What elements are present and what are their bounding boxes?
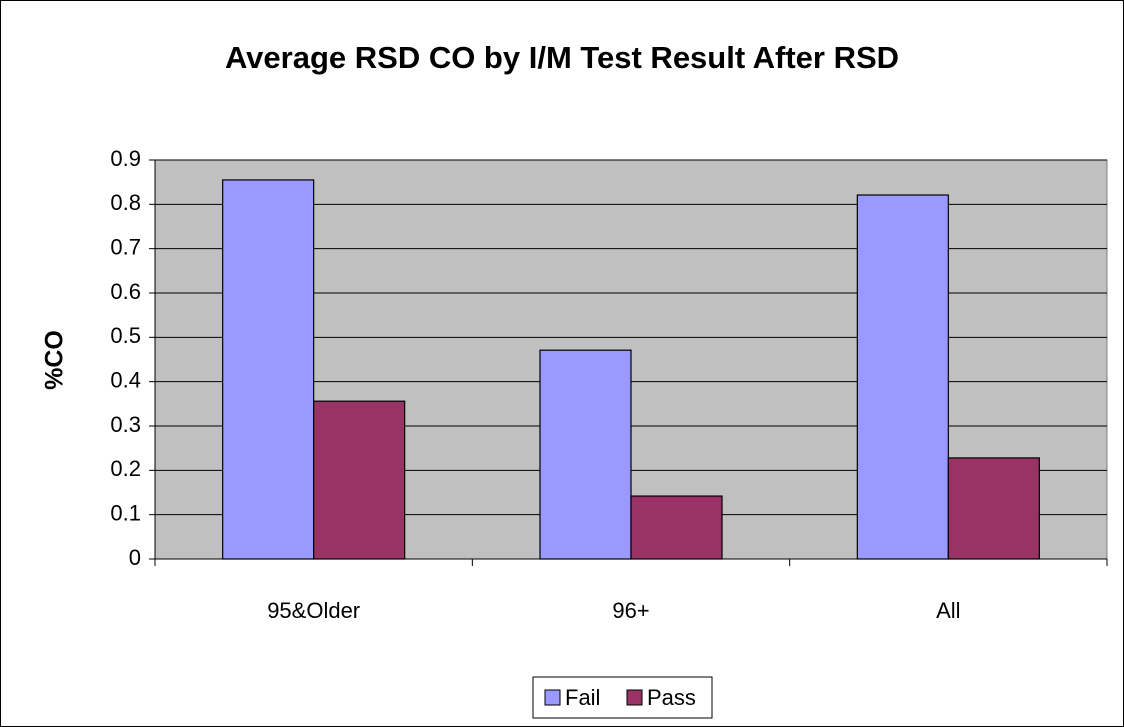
y-tick-label: 0.3	[110, 412, 141, 437]
legend-swatch	[544, 689, 561, 706]
y-tick-label: 0.6	[110, 279, 141, 304]
y-axis-label: %CO	[41, 330, 69, 390]
bar	[856, 194, 949, 560]
legend-box	[532, 676, 713, 719]
x-tick-label: 96+	[612, 598, 649, 623]
legend-swatch	[626, 689, 643, 706]
bar	[947, 457, 1040, 560]
x-tick-label: 95&Older	[267, 598, 360, 623]
bar	[222, 179, 315, 560]
bar	[539, 349, 632, 560]
chart-title: Average RSD CO by I/M Test Result After …	[225, 40, 899, 75]
y-tick-label: 0.2	[110, 456, 141, 481]
y-tick-label: 0.8	[110, 190, 141, 215]
y-tick-label: 0.5	[110, 323, 141, 348]
bar	[313, 400, 406, 560]
y-tick-label: 0	[129, 545, 141, 570]
legend-label: Fail	[565, 685, 600, 710]
y-tick-label: 0.4	[110, 367, 141, 392]
x-tick-label: All	[936, 598, 960, 623]
y-tick-label: 0.7	[110, 234, 141, 259]
y-tick-label: 0.1	[110, 500, 141, 525]
legend-label: Pass	[647, 685, 696, 710]
y-tick-label: 0.9	[110, 146, 141, 171]
bar	[630, 495, 723, 560]
